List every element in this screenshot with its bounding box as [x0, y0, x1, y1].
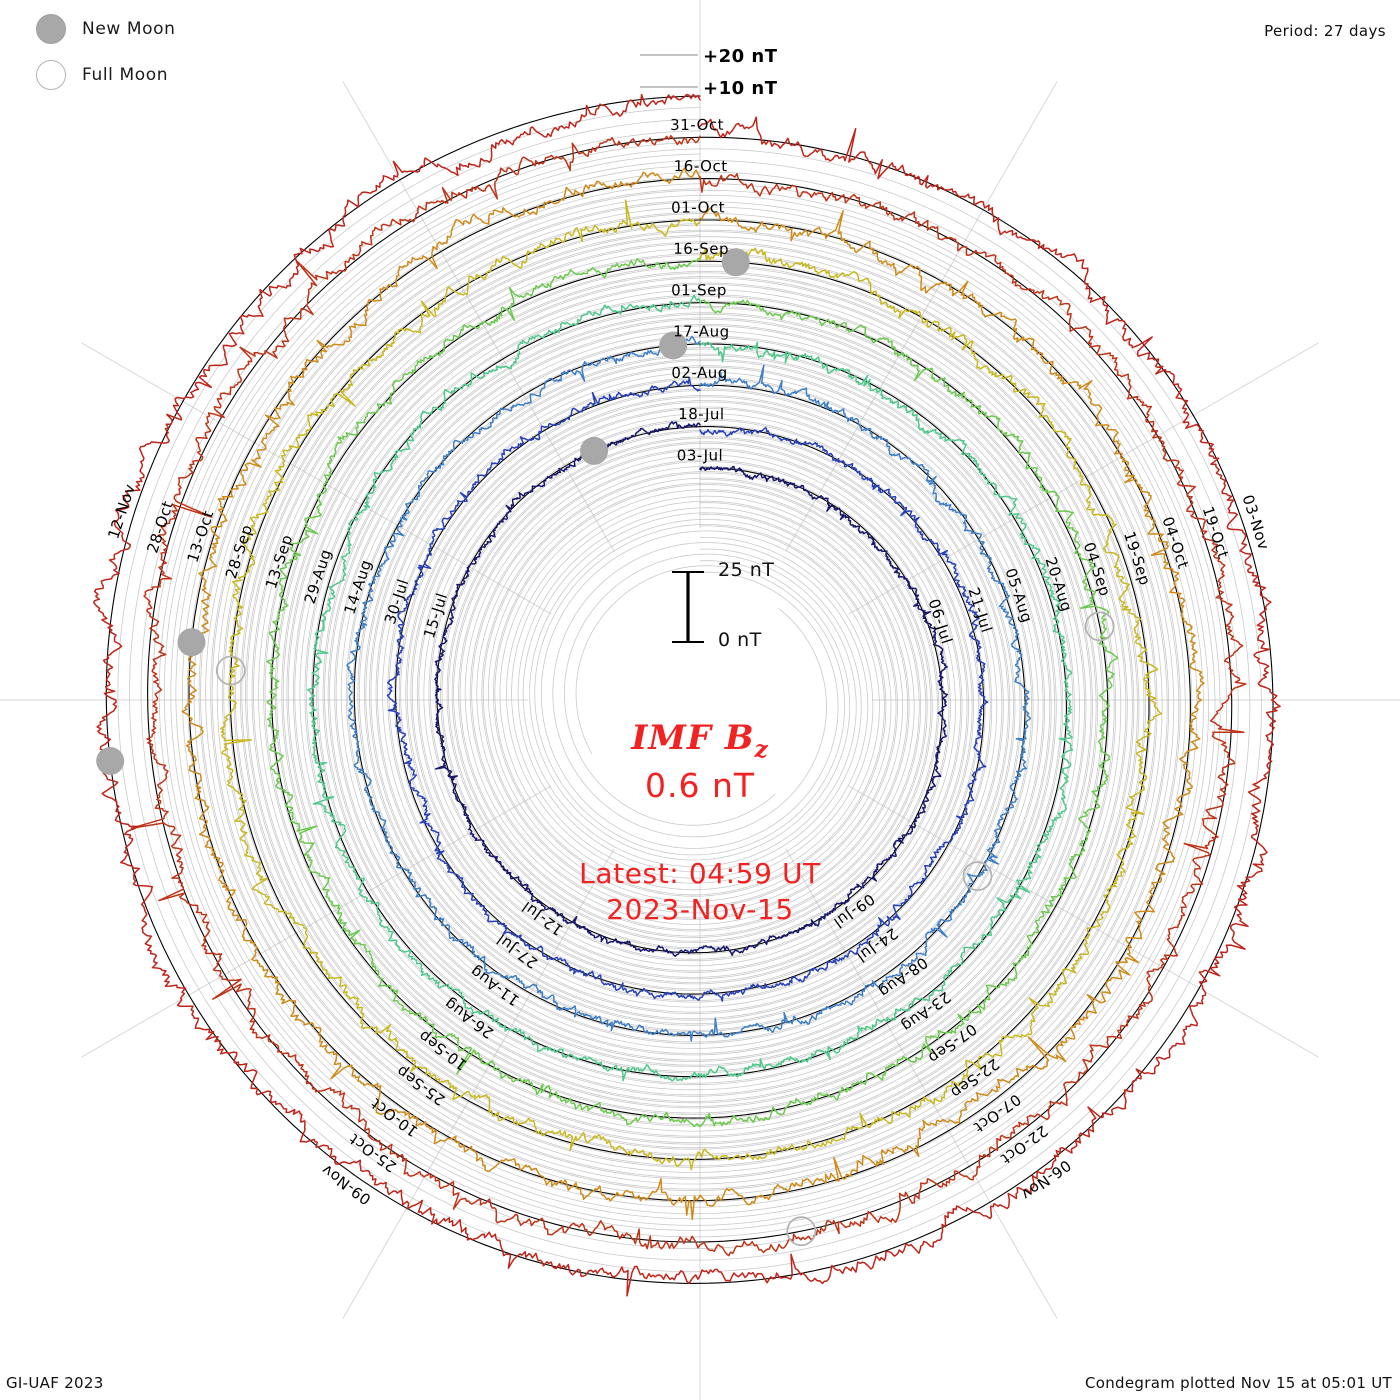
- new-moon-marker: [721, 248, 750, 277]
- new-moon-disc-icon: [36, 14, 66, 44]
- track-data-trace: [220, 199, 1163, 1171]
- date-tick-label: 18-Jul: [678, 405, 725, 423]
- track-data-trace: [93, 93, 1281, 1297]
- full-moon-circle-icon: [36, 60, 66, 90]
- grid-ring-arc: [522, 512, 857, 867]
- date-tick-label: 12-Nov: [104, 482, 139, 542]
- track-baseline: [105, 95, 1274, 1284]
- moon-phase-legend: New Moon Full Moon: [22, 6, 342, 98]
- track-baseline: [229, 219, 1150, 1160]
- track-baseline: [188, 178, 1191, 1202]
- date-tick-label: 31-Oct: [670, 116, 724, 134]
- track-data-trace: [181, 167, 1205, 1221]
- date-tick-label: 03-Jul: [677, 447, 723, 465]
- grid-ring-arc: [575, 565, 701, 755]
- track-data-trace: [266, 257, 1119, 1128]
- grid-ring-arc: [282, 272, 1097, 1107]
- grid-ring-arc: [287, 277, 1092, 1102]
- track-data-trace: [346, 335, 1032, 1042]
- full-moon-marker: [786, 1216, 817, 1247]
- radial-spoke: [342, 81, 615, 552]
- full-moon-marker: [962, 861, 993, 891]
- track-baseline: [271, 260, 1109, 1119]
- full-moon-marker: [215, 655, 246, 686]
- date-tick-label: 17-Aug: [673, 322, 730, 340]
- track-data-trace: [386, 376, 989, 1002]
- grid-ring-arc: [552, 542, 827, 838]
- grid-ring-arc: [564, 553, 776, 826]
- grid-ring-arc: [517, 507, 862, 872]
- footer-plot-timestamp: Condegram plotted Nov 15 at 05:01 UT: [1085, 1374, 1392, 1392]
- new-moon-marker: [177, 628, 206, 657]
- ring-label-plus10nt: +10 nT: [703, 78, 778, 99]
- date-tick-label: 30-Jul: [381, 577, 412, 627]
- radial-spoke: [848, 785, 1319, 1058]
- track-baseline: [147, 136, 1233, 1243]
- ring-label-leaders: [640, 54, 698, 88]
- track-data-trace: [306, 294, 1074, 1082]
- date-tick-label: 09-Nov: [318, 1161, 374, 1209]
- legend-label-new-moon: New Moon: [82, 19, 176, 39]
- scalebar-top-label: 25 nT: [718, 559, 775, 581]
- radial-spoke: [785, 848, 1058, 1319]
- moon-phase-markers: [96, 248, 1115, 1247]
- new-moon-marker: [580, 436, 609, 465]
- grid-ring-arc: [382, 371, 998, 1008]
- date-tick-label: 06-Nov: [1018, 1156, 1075, 1204]
- grid-ring-arc: [529, 519, 851, 861]
- amplitude-scale-bar: [672, 571, 704, 643]
- legend-item-new-moon: New Moon: [22, 6, 342, 52]
- radial-spoke: [81, 342, 552, 615]
- legend-item-full-moon: Full Moon: [22, 52, 342, 98]
- date-tick-label: 02-Aug: [671, 364, 728, 382]
- grid-ring-arc: [540, 530, 839, 849]
- radial-spoke: [81, 785, 552, 1058]
- track-baseline: [395, 384, 985, 995]
- footer-credit: GI-UAF 2023: [6, 1374, 104, 1392]
- grid-ring-arc: [398, 388, 981, 991]
- new-moon-marker: [659, 331, 688, 360]
- full-moon-marker: [1084, 611, 1115, 642]
- date-tick-label: 16-Sep: [673, 240, 729, 258]
- period-label: Period: 27 days: [1264, 22, 1386, 40]
- track-data-trace: [434, 421, 949, 957]
- ring-label-plus20nt: +20 nT: [703, 46, 778, 67]
- date-tick-label: 01-Oct: [671, 198, 725, 216]
- date-tick-label: 01-Sep: [671, 281, 727, 299]
- legend-label-full-moon: Full Moon: [82, 65, 169, 85]
- radial-spoke: [342, 848, 615, 1319]
- grid-ring-arc: [482, 472, 897, 907]
- radial-spoke: [848, 342, 1319, 615]
- grid-ring-arc: [534, 524, 845, 856]
- new-moon-marker: [96, 747, 125, 775]
- scalebar-bottom-label: 0 nT: [718, 629, 762, 651]
- grid-ring-arc: [387, 376, 993, 1003]
- date-tick-label: 16-Oct: [674, 157, 728, 175]
- date-tick-label: 15-Jul: [420, 591, 451, 641]
- spiral-data-traces: [93, 93, 1281, 1297]
- track-data-trace: [130, 135, 1247, 1257]
